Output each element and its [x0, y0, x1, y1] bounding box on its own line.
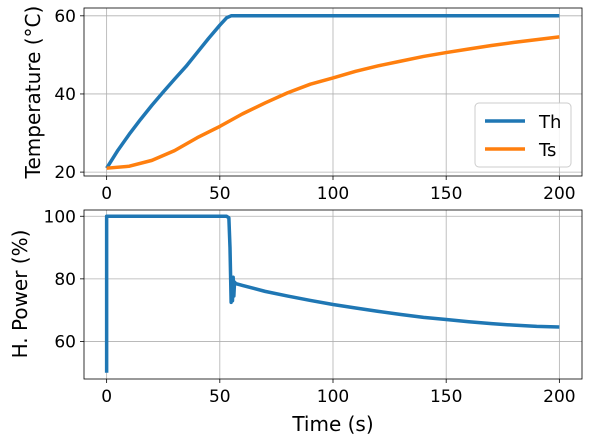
power-x-tick-label: 50	[209, 387, 231, 407]
temperature-legend: Th Ts	[474, 102, 572, 168]
power-x-tick-label: 100	[317, 387, 349, 407]
temperature-panel: 0 50 100 150 200 20 40 60 Temperature (°C) Th T…	[21, 6, 583, 204]
power-grid	[84, 210, 582, 379]
power-panel: 0 50 100 150 200 60 80 100 H. Power (%) Time (s…	[8, 207, 583, 436]
temperature-x-tick-label: 0	[101, 184, 112, 204]
power-y-tick-label: 100	[44, 207, 76, 227]
legend-label-ts: Ts	[538, 140, 556, 161]
temperature-y-tick-label: 60	[54, 7, 76, 27]
temperature-lines	[105, 14, 560, 170]
temperature-x-tick-label: 50	[209, 184, 231, 204]
temperature-x-tick-label: 200	[543, 184, 575, 204]
temperature-series-line-ts	[106, 35, 560, 170]
legend-label-th: Th	[538, 112, 561, 133]
power-y-axis-label: H. Power (%)	[8, 230, 32, 359]
legend-box	[474, 102, 572, 168]
power-y-tick-label: 60	[54, 332, 76, 352]
temperature-y-tick-label: 20	[54, 163, 76, 183]
power-x-tick-label: 150	[430, 387, 462, 407]
power-x-axis-label: Time (s)	[291, 412, 373, 436]
temperature-series-line-th	[105, 14, 560, 170]
power-lines	[104, 214, 560, 373]
power-y-tick-label: 80	[54, 270, 76, 290]
power-ticks: 0 50 100 150 200 60 80 100	[44, 207, 576, 407]
temperature-y-tick-label: 40	[54, 85, 76, 105]
temperature-x-tick-label: 150	[430, 184, 462, 204]
power-x-tick-label: 0	[101, 387, 112, 407]
temperature-y-axis-label: Temperature (°C)	[21, 6, 45, 180]
temperature-x-tick-label: 100	[317, 184, 349, 204]
power-x-tick-label: 200	[543, 387, 575, 407]
temperature-ticks: 0 50 100 150 200 20 40 60	[54, 7, 575, 204]
power-series-line-heater-power	[104, 214, 560, 373]
